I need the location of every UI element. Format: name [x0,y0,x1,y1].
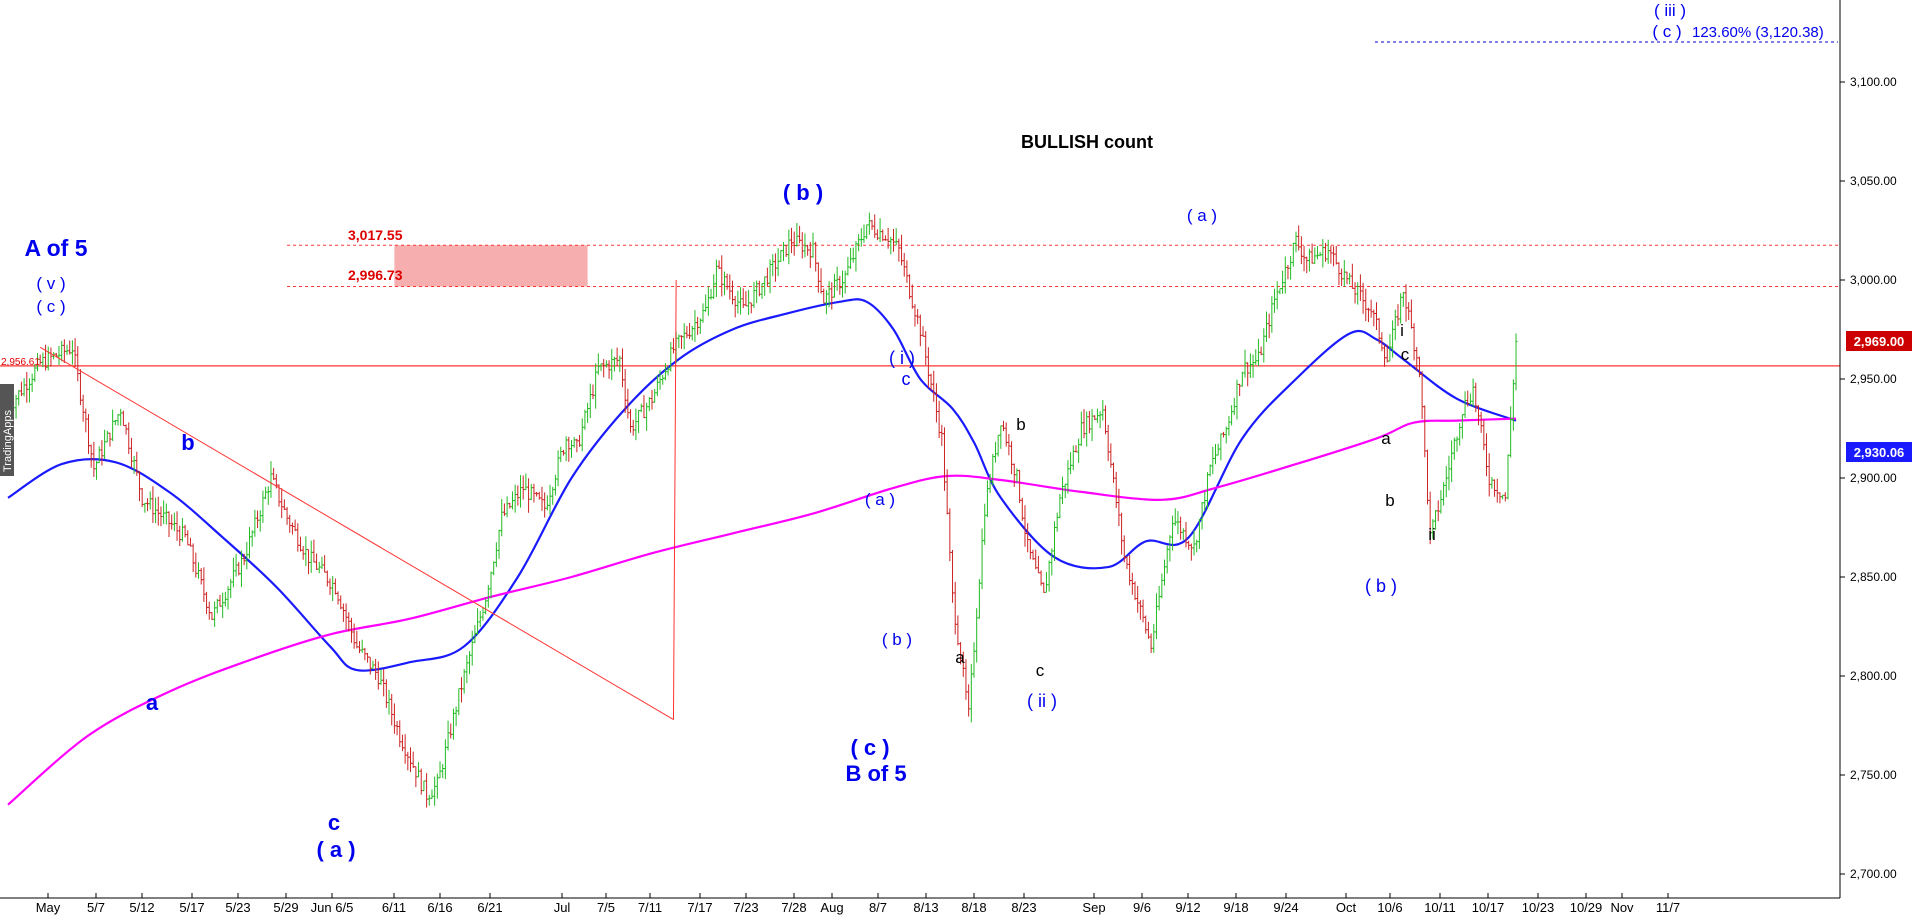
x-tick-label: 6/16 [427,900,452,915]
wave-a-bottom-paren: ( a ) [316,837,355,862]
x-tick-label: 5/29 [273,900,298,915]
wave-a-small-oct: a [1381,429,1391,448]
trendline-layer [39,279,677,720]
x-tick-label: 5/7 [87,900,105,915]
x-tick-label: 9/6 [1133,900,1151,915]
level-label-lower: 2,996.73 [348,267,403,283]
wave-c-small-mid: c [1036,661,1045,680]
wave-c-top: ( c ) [36,297,65,316]
watermark-bg [0,384,14,476]
target-iii-label: ( iii ) [1654,1,1686,20]
wave-b-of-5: B of 5 [845,761,906,786]
reference-line-label: 2,956.61 [1,357,40,368]
wave-a-paren-aug: ( a ) [865,490,895,509]
wave-a-small-left: a [146,690,159,715]
x-tick-label: Oct [1336,900,1357,915]
x-tick-label: 5/17 [179,900,204,915]
price-bars-layer [6,212,1518,808]
wave-a-small-mid: a [955,648,965,667]
x-tick-label: 8/23 [1011,900,1036,915]
x-tick-label: 9/12 [1175,900,1200,915]
wave-c-bottom: c [328,810,340,835]
x-tick-label: 5/12 [129,900,154,915]
chart-title: BULLISH count [1021,132,1153,152]
wave-ii-small: ii [1428,525,1436,544]
x-tick-label: 10/17 [1472,900,1505,915]
wave-b-small-mid: b [1016,415,1025,434]
x-tick-label: 10/23 [1522,900,1555,915]
wave-b-peak-paren: ( b ) [783,180,823,205]
moving-averages-layer [7,298,1517,806]
target-level-text: 123.60% (3,120.38) [1692,24,1824,41]
fast-moving-average-line [7,298,1517,672]
x-tick-label: Aug [820,900,843,915]
watermark-text: TradingApps [2,410,14,472]
x-tick-label: Jun 6/5 [311,900,354,915]
trend-line-vertical [672,279,677,720]
wave-a-paren-sep: ( a ) [1187,206,1217,225]
price-badge: 2,969.00 [1846,331,1912,351]
x-tick-label: 10/6 [1377,900,1402,915]
wave-a-of-5: A of 5 [24,235,87,261]
y-tick-label: 2,700.00 [1850,867,1897,881]
slow-moving-average-line [7,417,1517,806]
ma-badge-label: 2,930.06 [1854,445,1905,460]
x-tick-label: Sep [1082,900,1105,915]
x-tick-label: 5/23 [225,900,250,915]
x-tick-label: 6/21 [477,900,502,915]
x-tick-label: 7/11 [638,900,662,915]
wave-c-small-oct: c [1401,345,1410,364]
wave-c-small-aug: c [902,369,911,389]
price-badge-bg [1846,331,1912,351]
x-tick-label: 9/24 [1273,900,1298,915]
ma-badge: 2,930.06 [1846,442,1912,462]
x-tick-label: 7/5 [597,900,615,915]
trend-line-upper [39,346,674,720]
y-tick-label: 2,750.00 [1850,768,1897,782]
watermark: TradingApps [0,384,14,476]
y-tick-label: 3,050.00 [1850,174,1897,188]
y-tick-label: 3,000.00 [1850,273,1897,287]
x-tick-label: 11/7 [1656,900,1680,915]
wave-b-small-oct: b [1385,491,1394,510]
price-badge-label: 2,969.00 [1854,334,1905,349]
x-tick-label: Jul [554,900,571,915]
x-tick-label: 8/7 [869,900,887,915]
resistance-zone [394,245,588,287]
wave-b-paren-oct: ( b ) [1365,576,1397,596]
level-label-upper: 3,017.55 [348,227,403,243]
wave-b-small-left: b [181,430,194,455]
wave-i-small: i [1400,321,1404,340]
y-tick-label: 2,900.00 [1850,471,1897,485]
x-tick-label: 10/29 [1570,900,1603,915]
ma-badge-bg [1846,442,1912,462]
y-tick-label: 3,100.00 [1850,75,1897,89]
target-c-label: ( c ) [1652,22,1681,41]
wave-i-paren: ( i ) [889,348,915,368]
x-tick-label: 7/23 [733,900,758,915]
x-tick-label: 7/28 [781,900,806,915]
y-tick-label: 2,800.00 [1850,669,1897,683]
wave-b-paren-aug: ( b ) [882,630,912,649]
x-tick-label: 7/17 [687,900,712,915]
x-tick-label: 8/13 [913,900,938,915]
wave-v-top: ( v ) [36,274,65,293]
x-tick-label: May [36,900,61,915]
levels-layer [0,41,1840,367]
x-tick-label: 6/11 [382,900,406,915]
x-tick-label: 9/18 [1223,900,1248,915]
y-tick-label: 2,950.00 [1850,372,1897,386]
x-tick-label: 8/18 [961,900,986,915]
x-tick-label: 10/11 [1424,900,1456,915]
wave-c-aug-paren: ( c ) [850,735,889,760]
y-tick-label: 2,850.00 [1850,570,1897,584]
resistance-zone-layer [394,245,588,287]
wave-ii-paren: ( ii ) [1027,691,1057,711]
x-tick-label: Nov [1610,900,1634,915]
